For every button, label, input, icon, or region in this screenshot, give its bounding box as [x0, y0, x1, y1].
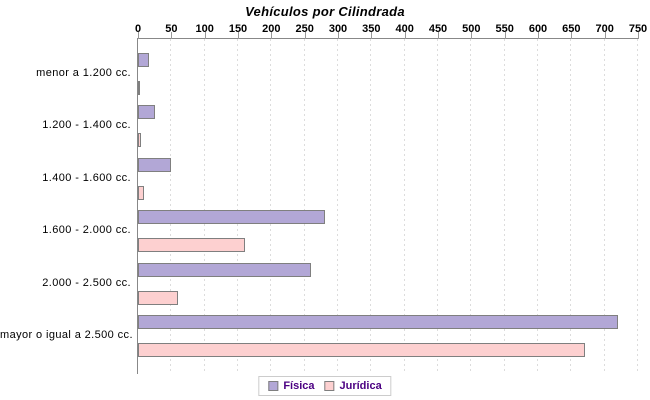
x-axis-tick-label: 650: [562, 23, 581, 35]
legend-label-juridica: Jurídica: [339, 380, 382, 392]
legend-swatch-fisica: [268, 381, 279, 391]
bar-fisica-2: [138, 157, 172, 172]
bar-juridica-3: [138, 238, 245, 252]
legend: Física Jurídica: [258, 376, 392, 396]
bar-juridica-1: [138, 133, 141, 147]
legend-label-fisica: Física: [283, 380, 315, 392]
x-axis-tick-label: 100: [195, 23, 214, 35]
category-label: 1.200 - 1.400 cc.: [42, 119, 131, 131]
category-label: menor a 1.200 cc.: [36, 66, 131, 79]
legend-swatch-juridica: [324, 381, 335, 391]
gridline: [170, 39, 172, 372]
gridline: [337, 39, 338, 372]
x-axis-tick-mark: [538, 32, 539, 39]
gridline: [537, 39, 538, 372]
gridline: [603, 39, 605, 372]
x-axis-tick-label: 50: [165, 23, 178, 35]
bar-fisica-4: [138, 262, 312, 277]
x-axis-tick-mark: [138, 32, 139, 39]
x-axis-tick-mark: [438, 32, 439, 39]
x-axis-tick-mark: [504, 32, 506, 39]
x-axis-tick-label: 350: [362, 23, 381, 35]
bar-fisica-5: [138, 315, 618, 329]
gridline: [437, 39, 438, 372]
bar-fisica-0: [138, 52, 149, 67]
x-axis-tick-mark: [638, 32, 639, 39]
x-axis-tick-label: 750: [628, 23, 648, 35]
x-axis-tick-label: 700: [595, 23, 614, 35]
x-axis-tick-mark: [238, 32, 239, 39]
x-axis-tick-mark: [171, 32, 173, 39]
x-axis-tick-label: 450: [428, 23, 448, 35]
x-axis-tick-mark: [204, 32, 206, 39]
x-axis-tick-label: 400: [395, 23, 414, 35]
x-axis-tick-label: 150: [228, 23, 248, 35]
gridline: [203, 39, 205, 372]
bar-fisica-1: [138, 105, 155, 119]
category-label: 1.400 - 1.600 cc.: [42, 171, 131, 184]
x-axis-tick-label: 0: [134, 23, 142, 35]
bar-juridica-2: [138, 185, 144, 200]
x-axis-tick-label: 550: [495, 23, 514, 35]
bar-fisica-3: [138, 210, 325, 224]
x-axis-tick-mark: [304, 32, 306, 39]
x-axis-tick-mark: [471, 32, 473, 39]
x-axis-tick-label: 300: [328, 23, 348, 35]
x-axis-tick-label: 500: [462, 23, 481, 35]
gridline: [503, 39, 505, 372]
x-axis-tick-mark: [271, 32, 273, 39]
x-axis-tick-label: 250: [295, 23, 314, 35]
gridline: [403, 39, 405, 372]
gridline: [470, 39, 472, 372]
category-labels-layer: menor a 1.200 cc. 1.200 - 1.400 cc. 1.400 …: [0, 38, 133, 373]
gridline: [303, 39, 305, 372]
bar-juridica-0: [138, 80, 140, 95]
category-label: 2.000 - 2.500 cc.: [42, 276, 131, 289]
bar-juridica-5: [138, 343, 585, 357]
x-axis-tick-label: 200: [262, 23, 281, 35]
category-label: mayor o igual a 2.500 cc.: [0, 329, 133, 341]
gridline: [570, 39, 572, 372]
chart-title: Vehículos por Cilindrada: [245, 4, 405, 19]
x-axis-tick-mark: [338, 32, 339, 39]
gridline: [370, 39, 372, 372]
x-axis-tick-label: 600: [528, 23, 548, 35]
plot-area: 0 50 100 150 200 250 300 350 400 450 500 550 600 650 7…: [135, 23, 647, 374]
gridline: [637, 39, 638, 372]
x-axis-tick-mark: [404, 32, 406, 39]
legend-item-fisica: Física: [268, 380, 315, 392]
bar-juridica-4: [138, 290, 178, 305]
legend-item-juridica: Jurídica: [324, 380, 382, 392]
x-axis-tick-mark: [604, 32, 606, 39]
gridline: [270, 39, 272, 372]
category-label: 1.600 - 2.000 cc.: [42, 224, 131, 236]
gridline: [237, 39, 238, 372]
x-axis-tick-mark: [371, 32, 373, 39]
x-axis-tick-mark: [571, 32, 573, 39]
